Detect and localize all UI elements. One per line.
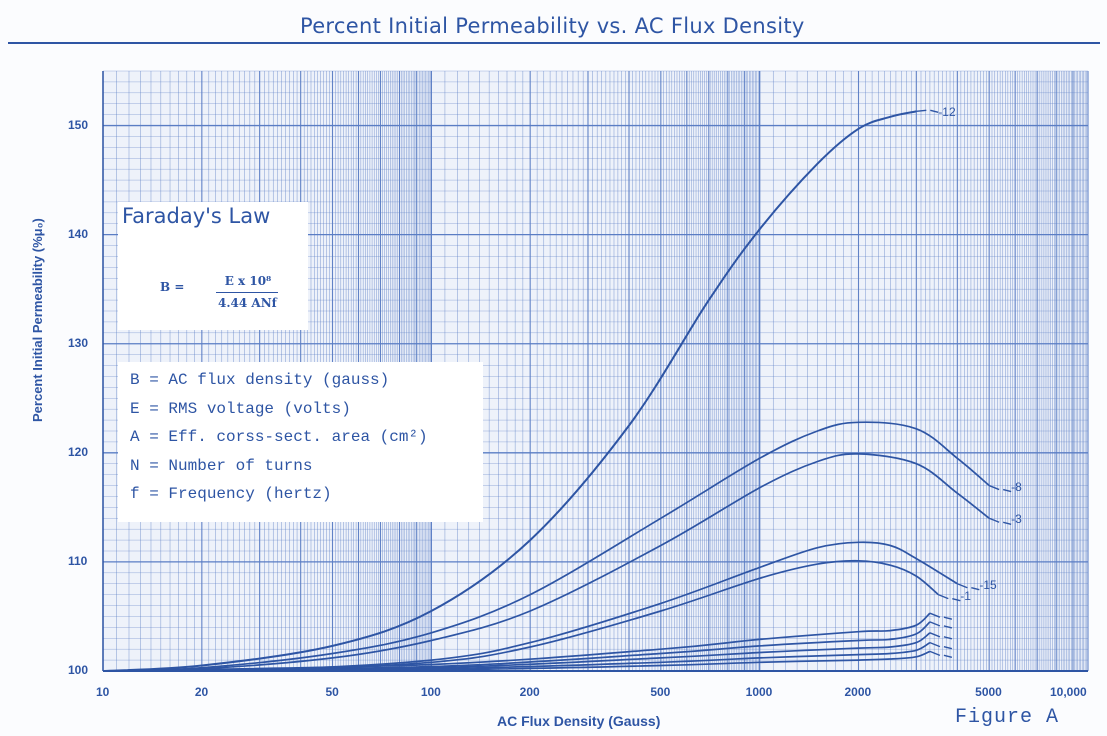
x-tick-label: 5000 — [975, 685, 1002, 699]
header-rule — [8, 42, 1100, 44]
series-line-3 — [102, 453, 990, 672]
chart-title: Percent Initial Permeability vs. AC Flux… — [300, 14, 805, 38]
curve-label-1: -1 — [960, 588, 971, 603]
curve-label-3: -3 — [1011, 512, 1022, 527]
y-tick-label: 110 — [68, 553, 88, 568]
x-tick-label: 1000 — [745, 685, 773, 699]
series-dash-unlabeled-5 — [929, 612, 953, 620]
series-line-8 — [102, 421, 990, 672]
y-tick-label: 100 — [68, 663, 89, 677]
y-tick-label: 150 — [68, 117, 89, 132]
y-tick-label: 140 — [68, 226, 89, 241]
x-tick-label: 10,000 — [1050, 685, 1087, 699]
series-dash-unlabeled-6 — [929, 621, 953, 629]
figure-label: Figure A — [955, 706, 1060, 729]
formula-fraction-bar — [216, 292, 278, 293]
faraday-legend-box — [118, 202, 308, 330]
definitions-box — [118, 362, 483, 522]
series-dash-12 — [916, 109, 939, 114]
x-tick-label: 2000 — [844, 685, 872, 699]
formula-lhs: B = — [160, 280, 185, 294]
x-axis-label: AC Flux Density (Gauss) — [497, 713, 661, 729]
series-dash-3 — [988, 517, 1012, 525]
series-dash-1 — [938, 593, 961, 602]
faraday-heading: Faraday's Law — [122, 204, 271, 228]
formula-numerator: E x 10⁸ — [224, 274, 272, 288]
definition-f: f = Frequency (hertz) — [130, 485, 332, 504]
x-tick-label: 500 — [650, 685, 671, 699]
y-axis-label: Percent Initial Permeability (%μ₀) — [30, 218, 45, 422]
x-tick-label: 200 — [519, 685, 540, 699]
series-dash-unlabeled-8 — [929, 641, 953, 650]
curve-label-8: -8 — [1011, 479, 1022, 494]
series-dash-unlabeled-9 — [929, 650, 953, 659]
series-dash-unlabeled-7 — [929, 632, 953, 640]
y-tick-label: 130 — [68, 335, 89, 350]
curve-label-15: -15 — [979, 577, 997, 592]
x-tick-label: 100 — [420, 685, 441, 699]
series-line-12 — [102, 110, 917, 672]
definition-a: A = Eff. corss-sect. area (cm²) — [130, 428, 428, 447]
y-tick-label: 120 — [68, 444, 89, 459]
definition-b: B = AC flux density (gauss) — [130, 371, 390, 389]
series-dash-15 — [957, 583, 980, 591]
definition-e: E = RMS voltage (volts) — [130, 399, 351, 418]
x-tick-label: 20 — [194, 685, 209, 699]
curve-label-12: -12 — [938, 105, 956, 120]
x-tick-label: 10 — [96, 685, 110, 699]
definition-n: N = Number of turns — [130, 456, 313, 475]
series-line-unlabeled-9 — [102, 650, 931, 672]
series-layer — [102, 109, 1012, 672]
x-tick-label: 50 — [325, 685, 339, 699]
series-line-unlabeled-5 — [102, 612, 931, 672]
formula-denominator: 4.44 ANf — [218, 296, 277, 310]
series-dash-8 — [988, 484, 1012, 493]
definitions-list: B = AC flux density (gauss) E = RMS volt… — [130, 371, 428, 514]
